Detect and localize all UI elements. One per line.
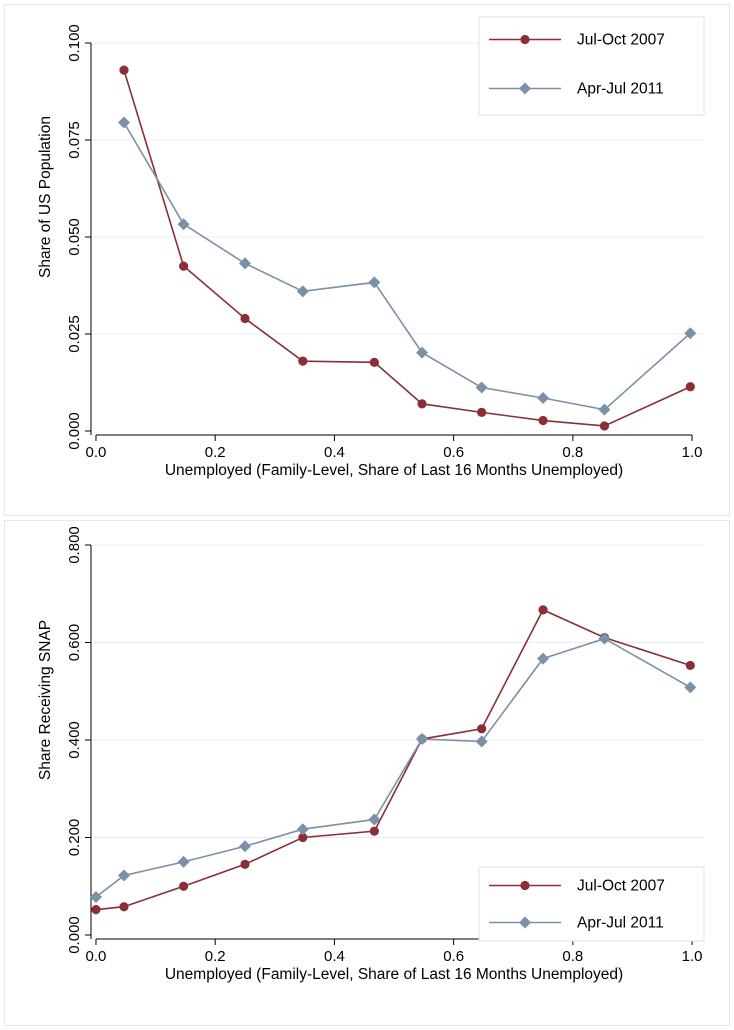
data-point [598, 632, 611, 645]
data-point [477, 724, 487, 734]
legend-label-apr-jul-2011: Apr-Jul 2011 [577, 915, 664, 932]
data-point [416, 346, 429, 359]
legend: Jul-Oct 2007 Apr-Jul 2011 [478, 866, 705, 942]
chart-share-snap: 0.000 0.200 0.400 0.600 0.800 0.0 0.2 0.4 0.6 0.8… [37, 526, 705, 983]
legend-marker-jul-oct-2007 [520, 34, 530, 45]
y-axis-title: Share Receiving SNAP [37, 620, 54, 780]
x-tick-label: 0.2 [205, 948, 226, 965]
legend-box [478, 866, 705, 942]
data-point [296, 823, 309, 836]
data-point [685, 382, 695, 392]
series-jul-oct-2007 [91, 605, 695, 915]
legend-label-jul-oct-2007: Jul-Oct 2007 [577, 878, 665, 895]
y-tick-label: 0.800 [66, 526, 83, 564]
x-tick-label: 1.0 [682, 948, 703, 965]
data-point [179, 261, 189, 271]
x-tick-label: 0.6 [443, 444, 464, 461]
y-tick-label: 0.000 [66, 916, 83, 954]
data-point [417, 399, 427, 409]
y-axis-title: Share of US Population [37, 116, 54, 278]
x-axis-title: Unemployed (Family-Level, Share of Last … [165, 462, 623, 479]
y-tick-label: 0.100 [66, 24, 83, 62]
legend-marker-jul-oct-2007 [520, 880, 530, 891]
data-point [416, 733, 429, 746]
data-point [296, 285, 309, 298]
x-tick-label: 0.2 [205, 444, 226, 461]
data-point [298, 356, 308, 366]
x-tick-label: 0.8 [562, 948, 583, 965]
data-point [117, 869, 130, 882]
chart-share-population: 0.000 0.025 0.050 0.075 0.100 0.0 0.2 0.4 0.6 0.8… [37, 16, 705, 479]
data-point [240, 313, 250, 324]
legend-box [478, 16, 705, 116]
data-point [538, 605, 548, 615]
series-line-jul-oct-2007 [123, 69, 691, 427]
data-point [368, 276, 381, 289]
data-point [475, 381, 488, 394]
chart-panel-share-snap: 0.000 0.200 0.400 0.600 0.800 0.0 0.2 0.4 0.6 0.8… [4, 520, 730, 1026]
data-point [368, 813, 381, 826]
x-tick-label: 0.4 [324, 444, 345, 461]
data-point [298, 832, 308, 843]
x-tick-label: 0.6 [443, 948, 464, 965]
y-tick-label: 0.400 [66, 721, 83, 759]
data-point [537, 652, 550, 665]
y-tick-label: 0.200 [66, 819, 83, 857]
data-point [684, 681, 697, 694]
gridlines [93, 544, 704, 838]
data-point [475, 735, 488, 748]
data-point [91, 905, 101, 915]
data-point [369, 826, 379, 836]
data-point [538, 415, 548, 426]
data-point [477, 407, 487, 417]
y-tick-label: 0.600 [66, 624, 83, 662]
series-line-apr-jul-2011 [123, 122, 691, 411]
data-point [685, 660, 695, 671]
x-tick-label: 1.0 [682, 444, 703, 461]
x-axis-title: Unemployed (Family-Level, Share of Last … [165, 966, 623, 983]
chart-panel-share-population: 0.000 0.025 0.050 0.075 0.100 0.0 0.2 0.4 0.6 0.8… [4, 4, 730, 516]
x-tick-label: 0.8 [562, 444, 583, 461]
data-point [119, 902, 129, 912]
data-point [119, 65, 129, 75]
data-point [89, 890, 102, 903]
data-point [179, 881, 189, 891]
legend-marker-apr-jul-2011 [519, 916, 531, 929]
y-tick-label: 0.025 [66, 315, 83, 353]
series-apr-jul-2011 [117, 116, 697, 416]
legend-label-jul-oct-2007: Jul-Oct 2007 [577, 32, 665, 49]
legend-label-apr-jul-2011: Apr-Jul 2011 [577, 81, 664, 98]
x-tick-label: 0.4 [324, 948, 345, 965]
data-point [240, 859, 250, 869]
data-point [177, 855, 190, 868]
legend-marker-apr-jul-2011 [519, 82, 531, 95]
data-point [598, 403, 611, 416]
data-point [369, 357, 379, 367]
series-jul-oct-2007 [119, 65, 695, 431]
data-point [239, 840, 252, 853]
y-tick-label: 0.075 [66, 121, 83, 159]
data-point [239, 257, 252, 270]
x-tick-label: 0.0 [86, 444, 107, 461]
data-point [117, 116, 130, 129]
series-apr-jul-2011 [89, 632, 697, 903]
data-point [599, 421, 610, 431]
data-point [177, 218, 190, 231]
data-point [684, 327, 697, 340]
x-tick-label: 0.0 [86, 948, 107, 965]
data-point [537, 392, 550, 405]
y-tick-label: 0.050 [66, 218, 83, 256]
legend: Jul-Oct 2007 Apr-Jul 2011 [478, 16, 705, 116]
y-tick-label: 0.000 [66, 412, 83, 450]
